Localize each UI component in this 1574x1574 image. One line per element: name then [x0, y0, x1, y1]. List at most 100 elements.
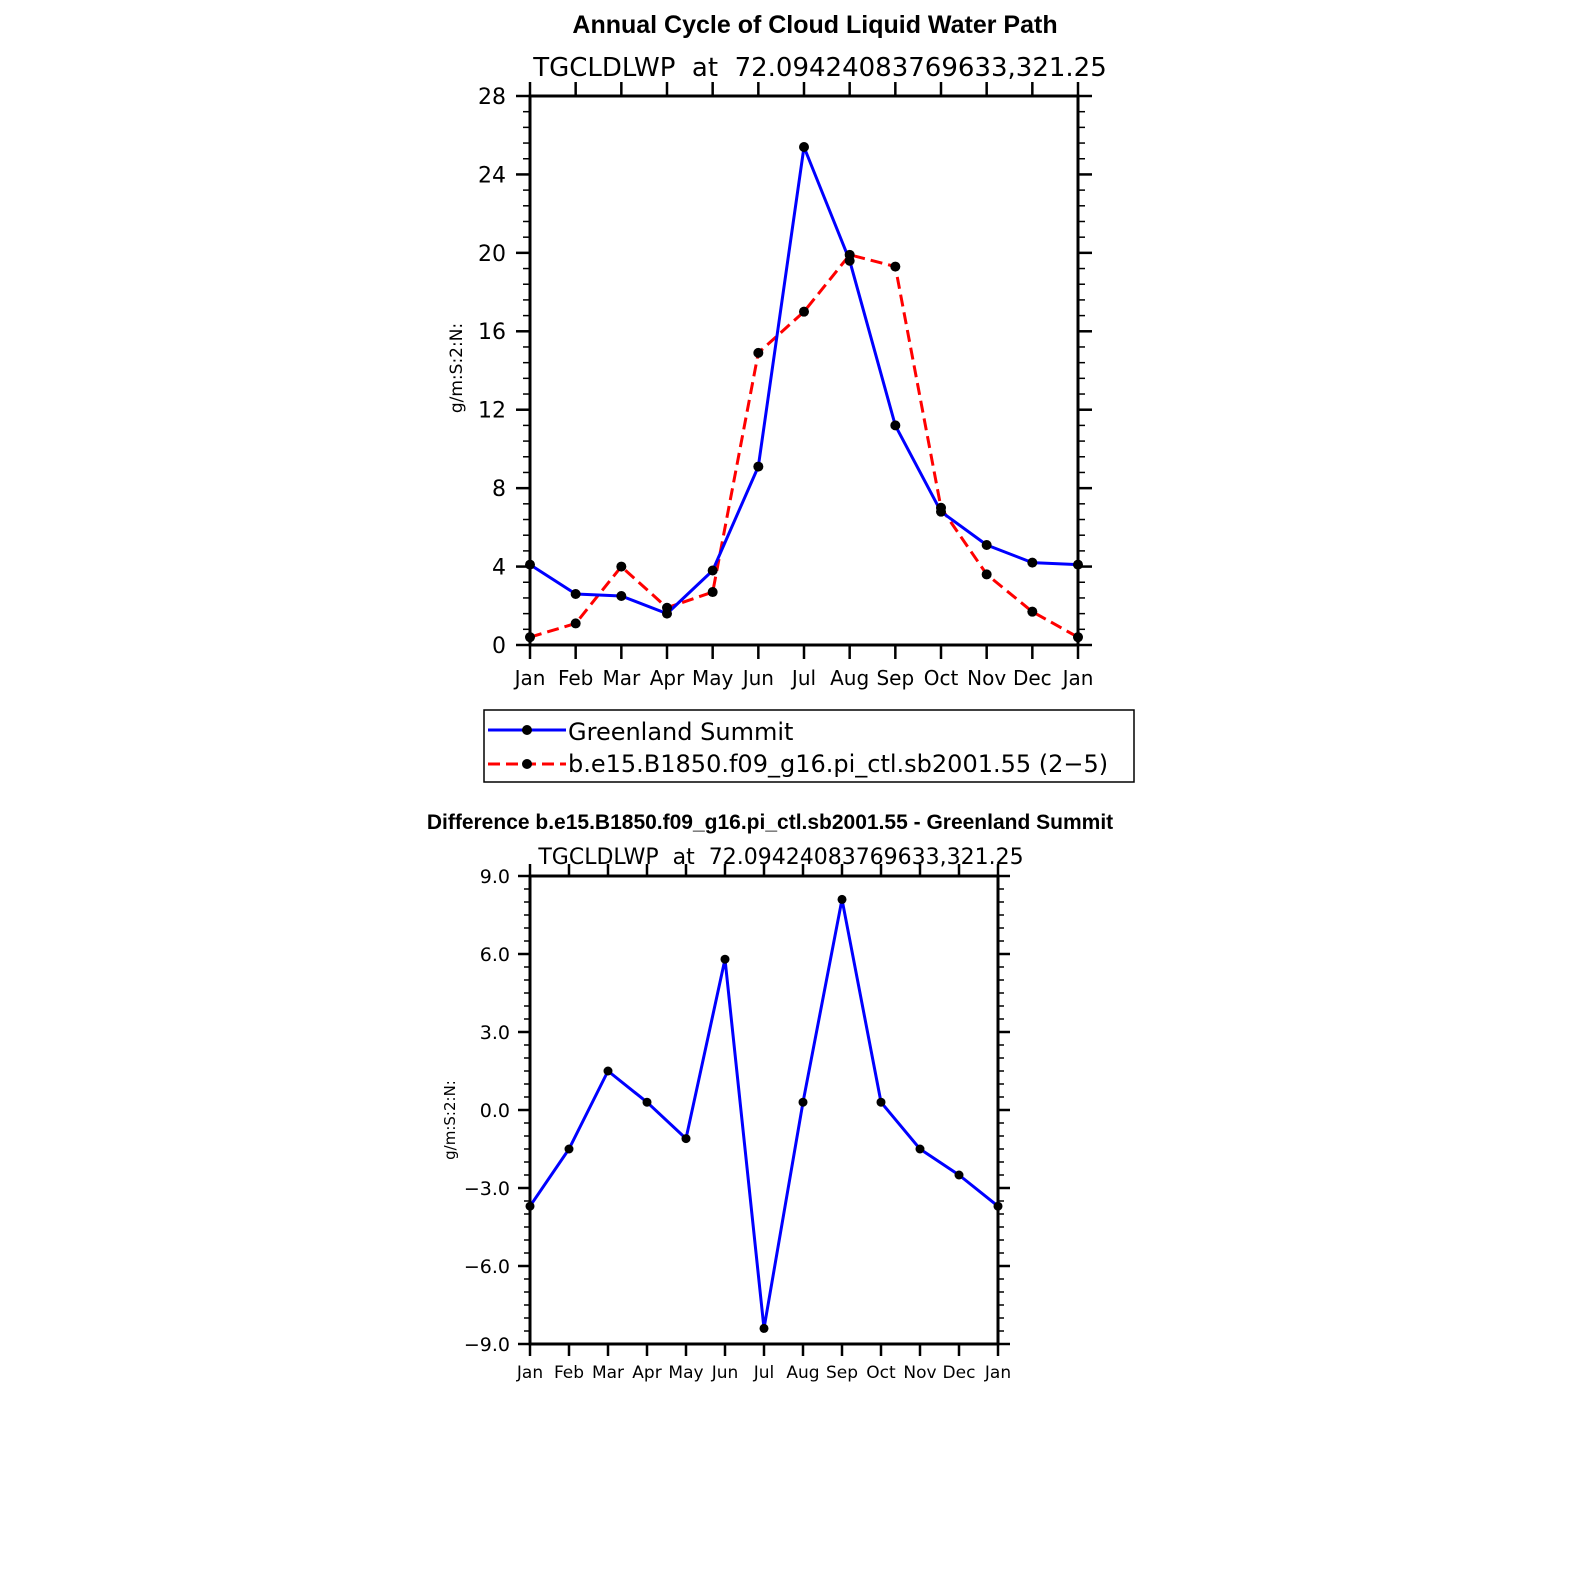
x-tick-label: Jun: [741, 666, 774, 690]
annual-cycle-chart: Annual Cycle of Cloud Liquid Water Path …: [447, 11, 1135, 783]
data-point-s1-11: [1027, 606, 1038, 617]
y-tick-label: −6.0: [464, 1256, 510, 1278]
y-tick-label: 8: [492, 477, 506, 502]
y-axis-label: g/m:S:2:N:: [447, 323, 467, 413]
data-point-s0-1: [570, 589, 581, 600]
y-tick-label: −9.0: [464, 1334, 510, 1356]
y-tick-labels: −9.0 −6.0 −3.0 0.0 3.0 6.0 9.0: [464, 866, 510, 1356]
x-tick-label: May: [668, 1363, 703, 1383]
chart-title: Annual Cycle of Cloud Liquid Water Path: [572, 11, 1057, 39]
x-tick-label: Dec: [943, 1363, 976, 1383]
data-point-s0-5: [753, 461, 764, 472]
x-tick-label: Aug: [830, 666, 869, 690]
data-point-s1-10: [981, 569, 992, 580]
x-tick-label: Oct: [866, 1363, 896, 1383]
plot-frame: [528, 874, 1000, 1346]
data-point-s0-10: [915, 1144, 925, 1154]
data-point-s0-8: [890, 420, 901, 431]
chart-subtitle: TGCLDLWP at 72.09424083769633,321.25: [537, 845, 1023, 870]
data-point-s1-9: [936, 502, 946, 513]
y-axis-label: g/m:S:2:N:: [441, 1080, 459, 1160]
x-tick-label: Jul: [753, 1363, 775, 1383]
tick-marks: [516, 82, 1092, 659]
legend-marker-1: [522, 759, 532, 769]
x-tick-labels: Jan Feb Mar Apr May Jun Jul Aug Sep Oct Nov Dec Jan: [516, 1363, 1011, 1383]
data-point-s0-7: [798, 1097, 808, 1107]
x-tick-label: Jul: [790, 666, 816, 690]
data-point-s1-4: [707, 587, 718, 598]
y-tick-label: 9.0: [480, 866, 510, 888]
x-tick-label: Sep: [826, 1363, 858, 1383]
x-tick-label: Apr: [650, 666, 685, 690]
x-tick-label: Jan: [984, 1363, 1011, 1383]
x-tick-label: Feb: [554, 1363, 584, 1383]
data-point-s0-11: [1027, 557, 1038, 568]
y-tick-label: 6.0: [480, 944, 510, 966]
x-tick-label: Aug: [786, 1363, 819, 1383]
data-point-s1-6: [799, 306, 809, 317]
x-tick-label: Jan: [513, 666, 546, 690]
data-point-s0-4: [707, 565, 718, 576]
series-line-0: [528, 897, 999, 1330]
x-tick-label: May: [692, 666, 734, 690]
y-tick-label: 16: [478, 320, 506, 345]
y-tick-labels: 0 4 8 12 16 20 24 28: [478, 85, 506, 659]
series-layer: [525, 141, 1083, 643]
data-point-s1-7: [844, 249, 855, 260]
y-tick-label: 0: [492, 634, 506, 659]
x-tick-label: Oct: [924, 666, 959, 690]
series-layer: [525, 894, 1003, 1333]
legend-marker-0: [522, 725, 532, 735]
y-tick-label: 0.0: [480, 1100, 510, 1122]
legend: Greenland Summit b.e15.B1850.f09_g16.pi_…: [483, 709, 1135, 783]
x-tick-label: Jan: [516, 1363, 543, 1383]
x-tick-label: Apr: [632, 1363, 661, 1383]
series-line-0: [529, 145, 1079, 616]
plot-frame: [528, 94, 1080, 647]
data-point-s1-2: [616, 561, 627, 572]
x-tick-label: Nov: [967, 666, 1006, 690]
x-tick-label: Feb: [558, 666, 593, 690]
y-tick-label: 3.0: [480, 1022, 510, 1044]
data-point-s1-1: [570, 618, 581, 629]
x-tick-label: Nov: [903, 1363, 936, 1383]
y-tick-label: 20: [478, 242, 506, 267]
x-tick-label: Dec: [1013, 666, 1052, 690]
data-point-s0-1: [564, 1144, 574, 1154]
difference-chart: Difference b.e15.B1850.f09_g16.pi_ctl.sb…: [427, 811, 1113, 1383]
data-point-s0-8: [837, 894, 847, 904]
legend-label-1: b.e15.B1850.f09_g16.pi_ctl.sb2001.55 (2−…: [568, 750, 1108, 778]
x-tick-label: Mar: [592, 1363, 624, 1383]
y-tick-label: 12: [478, 399, 506, 424]
chart-subtitle: TGCLDLWP at 72.09424083769633,321.25: [532, 53, 1107, 83]
data-point-s0-4: [681, 1134, 691, 1144]
data-point-s1-3: [662, 602, 672, 613]
data-point-s0-9: [876, 1097, 886, 1107]
x-tick-labels: Jan Feb Mar Apr May Jun Jul Aug Sep Oct Nov Dec Jan: [513, 666, 1094, 690]
x-tick-label: Jun: [711, 1363, 739, 1383]
chart-title: Difference b.e15.B1850.f09_g16.pi_ctl.sb…: [427, 811, 1113, 834]
y-tick-label: 28: [478, 85, 506, 110]
data-point-s0-6: [799, 141, 809, 152]
data-point-s0-5: [720, 954, 730, 964]
data-point-s0-2: [616, 590, 627, 601]
data-point-s0-11: [954, 1170, 964, 1180]
x-tick-label: Sep: [876, 666, 914, 690]
data-point-s0-3: [642, 1097, 652, 1107]
data-point-s0-6: [759, 1323, 769, 1333]
legend-item-1: b.e15.B1850.f09_g16.pi_ctl.sb2001.55 (2−…: [488, 750, 1108, 778]
legend-label-0: Greenland Summit: [568, 718, 793, 746]
data-point-s1-5: [753, 347, 764, 358]
tick-marks: [518, 864, 1010, 1356]
legend-box: [483, 709, 1135, 783]
x-tick-label: Mar: [602, 666, 641, 690]
y-tick-label: −3.0: [464, 1178, 510, 1200]
y-tick-label: 4: [492, 555, 506, 580]
data-point-s0-10: [981, 540, 992, 551]
data-point-s1-8: [890, 261, 901, 272]
x-tick-label: Jan: [1061, 666, 1094, 690]
data-point-s0-2: [603, 1066, 613, 1076]
legend-item-0: Greenland Summit: [488, 718, 793, 746]
y-tick-label: 24: [478, 163, 506, 188]
